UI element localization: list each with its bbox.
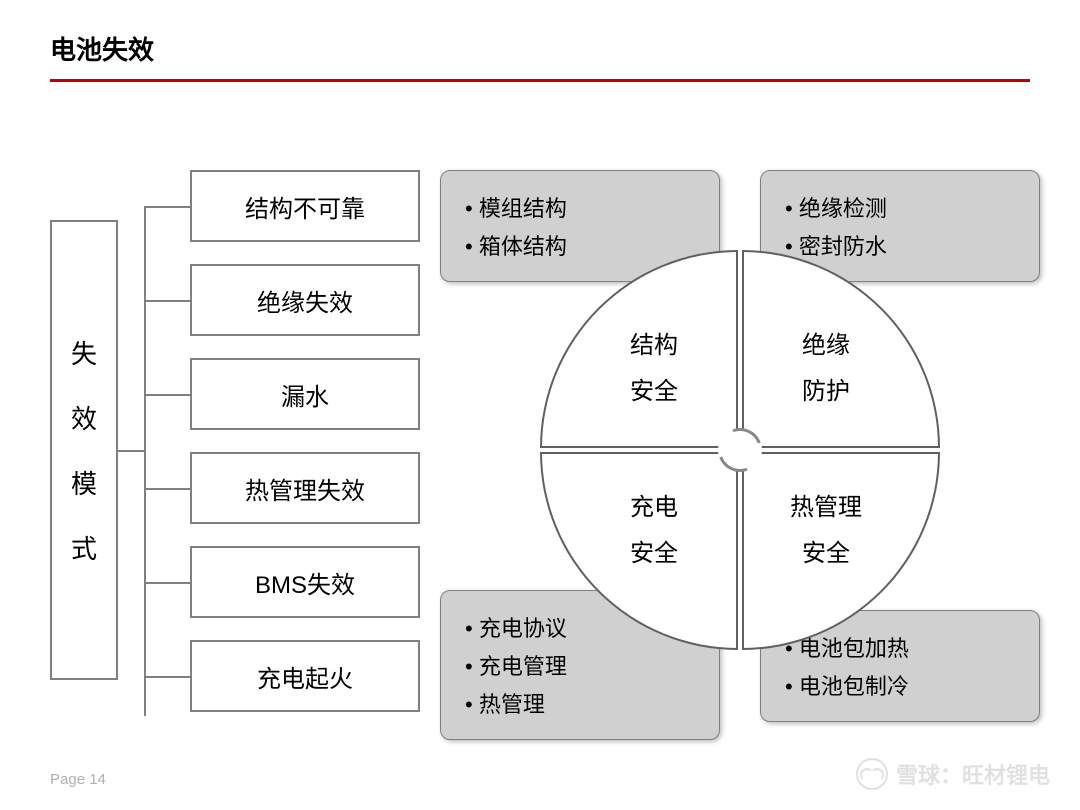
connector-branch (144, 676, 190, 678)
bullet-item: 模组结构 (465, 191, 707, 223)
circle-quadrant-br: 热管理 安全 (742, 452, 940, 650)
tree-connectors (118, 170, 190, 730)
tree-child-box: 绝缘失效 (190, 264, 420, 336)
quad-label: 安全 (630, 369, 678, 415)
circle-quadrant-tl: 结构 安全 (540, 250, 738, 448)
slide-title: 电池失效 (50, 30, 1030, 67)
page-number: Page 14 (50, 771, 106, 788)
accent-line (50, 79, 1030, 82)
watermark-text: 雪球：旺材锂电 (896, 758, 1050, 790)
circle-quadrant-bl: 充电 安全 (540, 452, 738, 650)
watermark: 雪球：旺材锂电 (856, 758, 1050, 790)
connector-branch (144, 582, 190, 584)
quad-label: 安全 (802, 531, 850, 577)
tree-child-box: 热管理失效 (190, 452, 420, 524)
quad-label: 热管理 (790, 485, 862, 531)
quad-label: 安全 (630, 531, 678, 577)
tree-child-box: 结构不可靠 (190, 170, 420, 242)
root-char: 式 (71, 529, 97, 566)
connector-branch (144, 206, 190, 208)
root-char: 失 (71, 334, 97, 371)
connector-vertical (144, 206, 146, 716)
tree-children: 结构不可靠 绝缘失效 漏水 热管理失效 BMS失效 充电起火 (190, 170, 420, 712)
tree-child-box: BMS失效 (190, 546, 420, 618)
tree-root-box: 失 效 模 式 (50, 220, 118, 680)
root-char: 模 (71, 464, 97, 501)
quad-label: 充电 (630, 485, 678, 531)
bullet-item: 充电管理 (465, 649, 707, 681)
quad-label: 防护 (802, 369, 850, 415)
tree-child-box: 充电起火 (190, 640, 420, 712)
circle-diagram: 结构 安全 绝缘 防护 充电 安全 热管理 安全 (540, 250, 940, 650)
circle-quadrant-tr: 绝缘 防护 (742, 250, 940, 448)
connector-main (118, 450, 144, 452)
failure-mode-tree: 失 效 模 式 结构不可靠 绝缘失效 漏水 热管理失效 BMS失效 充电起火 (50, 170, 400, 740)
tree-child-box: 漏水 (190, 358, 420, 430)
slide: 电池失效 失 效 模 式 结构不可靠 绝缘失效 漏水 热管理失效 BMS失效 充… (0, 0, 1080, 810)
connector-branch (144, 394, 190, 396)
bullet-item: 绝缘检测 (785, 191, 1027, 223)
bullet-item: 热管理 (465, 687, 707, 719)
quad-label: 结构 (630, 323, 678, 369)
quad-label: 绝缘 (802, 323, 850, 369)
bullet-item: 电池包制冷 (785, 669, 1027, 701)
connector-branch (144, 488, 190, 490)
watermark-icon (856, 758, 888, 790)
connector-branch (144, 300, 190, 302)
root-char: 效 (71, 399, 97, 436)
safety-diagram: 模组结构 箱体结构 绝缘检测 密封防水 充电协议 充电管理 热管理 电池包加热 … (440, 160, 1040, 740)
